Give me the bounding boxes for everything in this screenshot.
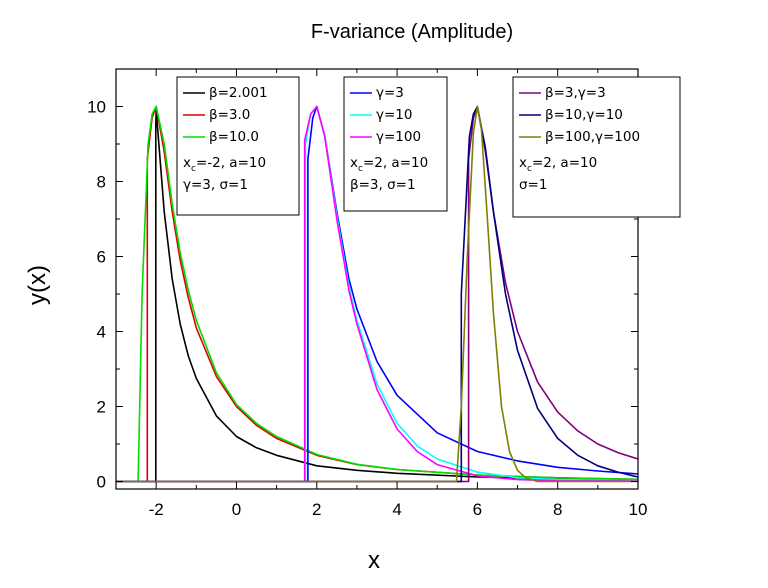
legend-note: β=3, σ=1 [350, 177, 416, 193]
plot-frame [115, 68, 639, 490]
legend-entry-label: γ=10 [376, 107, 412, 123]
y-axis-label: y(x) [24, 265, 51, 305]
series-line-3 [116, 105, 639, 483]
x-axis-label: x [368, 547, 380, 574]
series-line-4 [116, 105, 639, 483]
y-tick-label: 10 [87, 98, 106, 117]
legend-entry-label: γ=3 [376, 85, 404, 101]
series-line-9 [116, 105, 638, 483]
legend-box [512, 76, 681, 218]
legend-entry-label: β=3.0 [209, 107, 250, 123]
y-tick-label: 2 [97, 398, 106, 417]
x-tick-label: 4 [392, 500, 401, 519]
legend-layer: β=2.001 β=3.0 β=10.0 xc=-2, a=10 γ=3, σ=1 γ=3… [176, 76, 681, 218]
series-line-6 [116, 105, 639, 483]
y-tick-label: 0 [97, 473, 106, 492]
legend-3: β=3,γ=3 β=10,γ=10 β=100,γ=100 xc=2, a=10 σ=1 [512, 76, 681, 218]
series-line-8 [116, 105, 639, 483]
y-tick-label: 4 [97, 323, 106, 342]
series-line-7 [116, 105, 639, 483]
x-tick-label: 6 [473, 500, 482, 519]
legend-note: xc=-2, a=10 [183, 155, 266, 174]
series-layer [116, 105, 639, 483]
legend-entry-label: β=3,γ=3 [545, 85, 606, 101]
legend-entry-label: β=2.001 [209, 85, 268, 101]
legend-note: xc=2, a=10 [350, 155, 428, 174]
chart-title: F-variance (Amplitude) [311, 21, 513, 43]
legend-entry-label: β=100,γ=100 [545, 129, 640, 145]
legend-note: xc=2, a=10 [519, 155, 597, 174]
x-tick-label: 10 [629, 500, 648, 519]
y-tick-label: 6 [97, 248, 106, 267]
legend-1: β=2.001 β=3.0 β=10.0 xc=-2, a=10 γ=3, σ=1 [176, 76, 300, 216]
legend-2: γ=3 γ=10 γ=100 xc=2, a=10 β=3, σ=1 [343, 76, 448, 212]
x-tick-label: 2 [312, 500, 321, 519]
ticks-layer: -2 0 2 4 6 8 10 0 2 4 6 8 10 [87, 68, 648, 519]
x-tick-label: 0 [232, 500, 241, 519]
legend-entry-label: β=10,γ=10 [545, 107, 623, 123]
legend-note: σ=1 [519, 177, 547, 193]
legend-note: γ=3, σ=1 [183, 177, 248, 193]
legend-box [176, 76, 300, 216]
x-tick-label: -2 [149, 500, 164, 519]
legend-box [343, 76, 448, 212]
y-tick-label: 8 [97, 173, 106, 192]
legend-entry-label: γ=100 [376, 129, 421, 145]
x-tick-label: 8 [553, 500, 562, 519]
legend-entry-label: β=10.0 [209, 129, 259, 145]
